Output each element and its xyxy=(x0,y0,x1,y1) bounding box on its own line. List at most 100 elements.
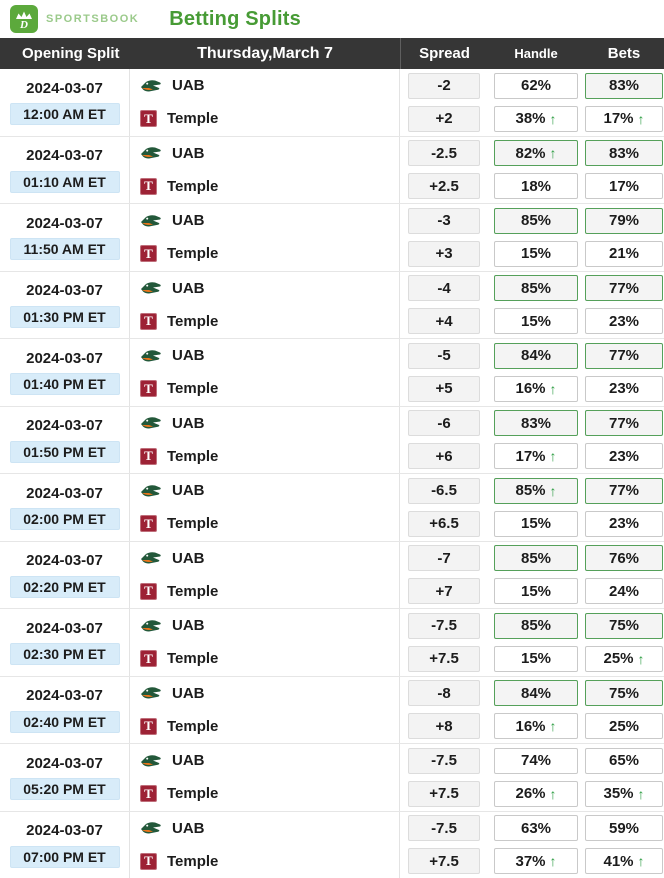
spread-cell: +4 xyxy=(400,305,488,338)
game-block: 2024-03-07 02:40 PM ET UAB T Temple -8 8… xyxy=(0,676,664,744)
game-time-badge: 12:00 AM ET xyxy=(9,103,120,125)
game-time-badge: 02:00 PM ET xyxy=(9,508,120,530)
handle-value: 85%↑ xyxy=(494,477,578,504)
spread-value: -8 xyxy=(408,680,480,707)
spread-cell: -4 xyxy=(400,272,488,305)
spread-cell: -7 xyxy=(400,542,488,575)
opening-split-cell: 2024-03-07 07:00 PM ET xyxy=(0,811,130,878)
temple-t-icon: T xyxy=(140,380,157,398)
bets-value: 75%↑ xyxy=(585,680,663,707)
handle-value: 82% ↑ xyxy=(494,140,578,167)
handle-value: 15%↑ xyxy=(494,578,578,605)
bets-cell: 25%↑ xyxy=(584,642,664,675)
up-arrow-icon: ↑ xyxy=(549,482,557,499)
up-arrow-icon: ↑ xyxy=(637,650,645,667)
handle-value: 16% ↑ xyxy=(494,375,578,402)
spread-value: -7 xyxy=(408,545,480,572)
brand-bar: D SPORTSBOOK Betting Splits xyxy=(0,0,664,38)
bets-cell: 17%↑ xyxy=(584,102,664,135)
handle-cell: 15%↑ xyxy=(488,642,584,675)
spread-cell: +3 xyxy=(400,237,488,270)
header-game-date: Thursday,March 7 xyxy=(197,44,333,62)
team-name: Temple xyxy=(167,717,219,735)
games-list: 2024-03-07 12:00 AM ET UAB T Temple -2 6… xyxy=(0,69,664,878)
team-row-uab: UAB xyxy=(130,69,400,103)
handle-cell: 18%↑ xyxy=(488,170,584,203)
uab-dragon-icon xyxy=(141,79,161,92)
spread-value: -7.5 xyxy=(408,747,480,774)
handle-value: 16% ↑ xyxy=(494,713,578,740)
handle-cell: 16% ↑ xyxy=(488,372,584,405)
handle-value: 38% ↑ xyxy=(494,105,578,132)
header-spread: Spread xyxy=(400,38,488,69)
handle-cell: 85%↑ xyxy=(488,609,584,642)
game-block: 2024-03-07 01:40 PM ET UAB T Temple -5 8… xyxy=(0,339,664,407)
team-row-temple: T Temple xyxy=(130,237,400,271)
spread-value: -7.5 xyxy=(408,612,480,639)
handle-cell: 15%↑ xyxy=(488,237,584,270)
spread-cell: -7.5 xyxy=(400,744,488,777)
bets-value: 77%↑ xyxy=(585,410,663,437)
handle-cell: 84%↑ xyxy=(488,339,584,372)
spread-value: +7.5 xyxy=(408,645,480,672)
handle-value: 83%↑ xyxy=(494,410,578,437)
spread-cell: -7.5 xyxy=(400,609,488,642)
spread-cell: +7.5 xyxy=(400,642,488,675)
bets-cell: 77%↑ xyxy=(584,339,664,372)
team-row-temple: T Temple xyxy=(130,372,400,406)
spread-cell: -6 xyxy=(400,407,488,440)
opening-split-cell: 2024-03-07 01:50 PM ET xyxy=(0,406,130,473)
bets-cell: 77%↑ xyxy=(584,272,664,305)
game-date: 2024-03-07 xyxy=(26,282,103,299)
team-row-uab: UAB xyxy=(130,744,400,778)
uab-dragon-icon xyxy=(141,484,161,497)
bets-value: 77%↑ xyxy=(585,275,663,302)
spread-value: +4 xyxy=(408,308,480,335)
handle-cell: 82% ↑ xyxy=(488,137,584,170)
team-row-temple: T Temple xyxy=(130,304,400,338)
game-date: 2024-03-07 xyxy=(26,687,103,704)
spread-value: -4 xyxy=(408,275,480,302)
spread-value: +7.5 xyxy=(408,780,480,807)
temple-t-icon: T xyxy=(140,447,157,465)
handle-value: 84%↑ xyxy=(494,680,578,707)
header-handle: Handle xyxy=(514,46,558,61)
temple-t-icon: T xyxy=(140,852,157,870)
temple-t-icon: T xyxy=(140,312,157,330)
sportsbook-label: SPORTSBOOK xyxy=(46,13,140,25)
bets-value: 25%↑ xyxy=(585,713,663,740)
game-date: 2024-03-07 xyxy=(26,552,103,569)
game-date: 2024-03-07 xyxy=(26,147,103,164)
game-time-badge: 02:30 PM ET xyxy=(9,643,120,665)
team-name: Temple xyxy=(167,515,219,533)
uab-dragon-icon xyxy=(141,822,161,834)
up-arrow-icon: ↑ xyxy=(637,785,645,802)
team-row-temple: T Temple xyxy=(130,574,400,608)
temple-t-icon: T xyxy=(140,785,157,803)
up-arrow-icon: ↑ xyxy=(549,718,557,735)
team-name: UAB xyxy=(172,144,205,162)
game-date: 2024-03-07 xyxy=(26,417,103,434)
bets-cell: 23%↑ xyxy=(584,372,664,405)
game-block: 2024-03-07 11:50 AM ET UAB T Temple -3 8… xyxy=(0,204,664,272)
spread-cell: +7 xyxy=(400,575,488,608)
temple-t-icon: T xyxy=(140,582,157,600)
handle-cell: 15%↑ xyxy=(488,507,584,540)
game-time-badge: 11:50 AM ET xyxy=(9,238,120,260)
game-block: 2024-03-07 02:00 PM ET UAB T Temple -6.5… xyxy=(0,474,664,542)
game-date: 2024-03-07 xyxy=(26,349,103,367)
uab-dragon-icon xyxy=(141,147,161,159)
game-time-badge: 01:50 PM ET xyxy=(9,440,120,463)
page-title: Betting Splits xyxy=(169,7,301,30)
game-date: 2024-03-07 xyxy=(26,619,103,637)
handle-cell: 74%↑ xyxy=(488,744,584,777)
team-row-temple: T Temple xyxy=(130,507,400,541)
opening-split-cell: 2024-03-07 01:30 PM ET xyxy=(0,271,130,338)
team-name: UAB xyxy=(172,212,205,230)
bets-value: 25%↑ xyxy=(585,645,663,672)
bets-value: 23%↑ xyxy=(585,308,663,335)
bets-cell: 65%↑ xyxy=(584,744,664,777)
bets-value: 79%↑ xyxy=(585,207,663,234)
spread-cell: -3 xyxy=(400,204,488,237)
